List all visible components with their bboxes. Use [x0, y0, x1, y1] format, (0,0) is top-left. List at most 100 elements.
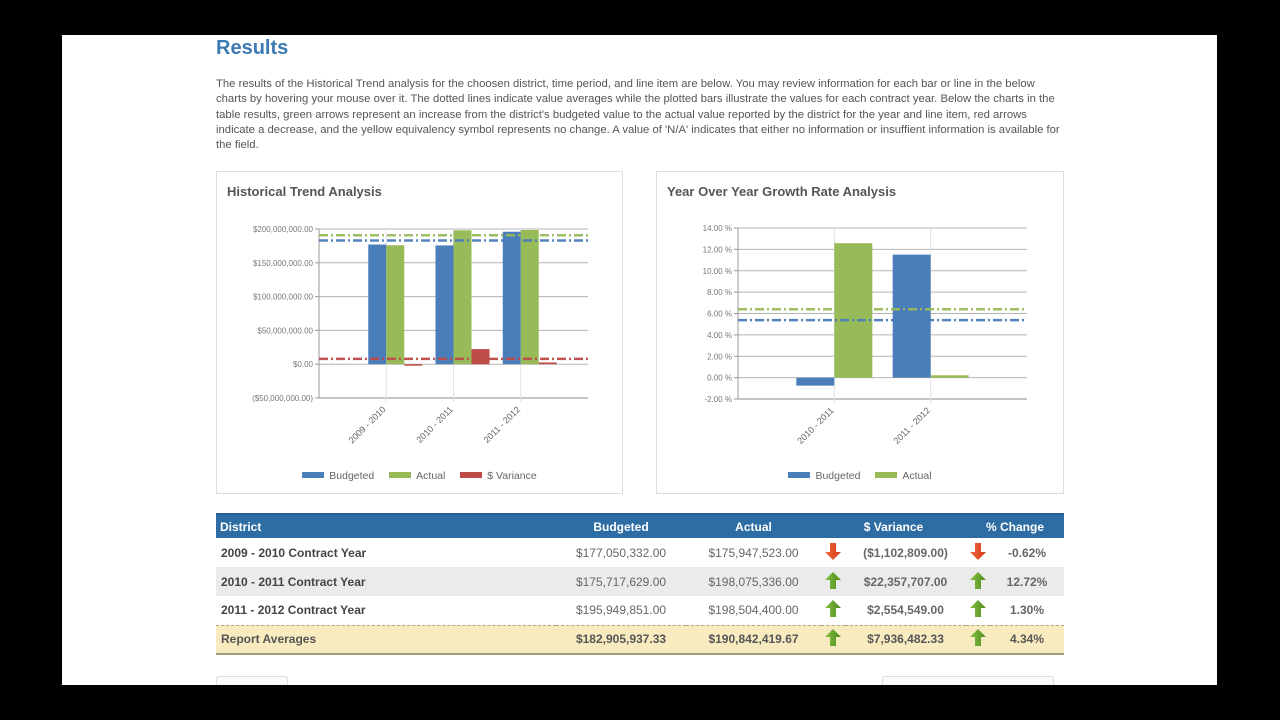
- svg-text:2010 - 2011: 2010 - 2011: [795, 405, 836, 446]
- arrow-up-icon: [825, 571, 841, 589]
- svg-text:$50,000,000.00: $50,000,000.00: [257, 326, 313, 335]
- intro-text: The results of the Historical Trend anal…: [216, 78, 1060, 152]
- page-title: Results: [216, 37, 289, 59]
- table-row: 2011 - 2012 Contract Year $195,949,851.00…: [216, 596, 1064, 625]
- arrow-up-icon: [970, 600, 986, 618]
- svg-text:($50,000,000.00): ($50,000,000.00): [252, 394, 313, 403]
- col-actual[interactable]: Actual: [686, 513, 821, 538]
- actual-cell: $190,842,419.67: [686, 624, 821, 655]
- svg-text:2011 - 2012: 2011 - 2012: [892, 405, 933, 446]
- change-cell: -0.62%: [1007, 545, 1047, 560]
- growth-rate-chart[interactable]: 14.00 % 12.00 % 10.00 % 8.00 % 6.00 % 4.00 % 2…: [657, 172, 1065, 495]
- table-row: 2009 - 2010 Contract Year $177,050,332.00…: [216, 538, 1064, 567]
- svg-text:-2.00 %: -2.00 %: [704, 395, 732, 404]
- variance-arrow: [821, 624, 845, 655]
- svg-text:$100,000,000.00: $100,000,000.00: [253, 293, 314, 302]
- historical-trend-chart[interactable]: $200,000,000.00 $150,000,000.00 $100,000,0…: [217, 172, 624, 495]
- col-variance[interactable]: $ Variance: [821, 513, 966, 538]
- col-change[interactable]: % Change: [966, 513, 1064, 538]
- variance-cell: $7,936,482.33: [845, 624, 966, 655]
- change-arrow: [966, 538, 990, 567]
- change-cell: 4.34%: [990, 624, 1064, 655]
- budgeted-cell: $195,949,851.00: [575, 603, 667, 618]
- budgeted-cell: $182,905,937.33: [556, 624, 686, 655]
- col-district[interactable]: District: [216, 513, 556, 538]
- legend-actual[interactable]: Actual: [389, 470, 445, 482]
- district-cell: 2010 - 2011 Contract Year: [216, 567, 556, 596]
- bar[interactable]: [435, 245, 454, 365]
- growth-rate-panel: Year Over Year Growth Rate Analysis 14.0…: [656, 171, 1064, 494]
- arrow-down-icon: [825, 542, 841, 560]
- svg-text:2.00 %: 2.00 %: [707, 352, 732, 361]
- svg-text:$200,000,000.00: $200,000,000.00: [253, 225, 314, 234]
- svg-text:2011 - 2012: 2011 - 2012: [482, 404, 523, 445]
- historical-trend-panel: Historical Trend Analysis $200,000,000.0…: [216, 171, 623, 494]
- arrow-up-icon: [825, 629, 841, 647]
- legend-label: Actual: [416, 470, 446, 482]
- bar[interactable]: [453, 230, 472, 365]
- change-cell: 1.30%: [1009, 603, 1045, 618]
- district-cell: Report Averages: [216, 624, 556, 655]
- historical-trend-legend: Budgeted Actual $ Variance: [217, 470, 622, 482]
- legend-label: $ Variance: [487, 470, 537, 482]
- svg-text:4.00 %: 4.00 %: [707, 331, 732, 340]
- arrow-down-icon: [970, 542, 986, 560]
- svg-text:8.00 %: 8.00 %: [707, 288, 732, 297]
- variance-arrow: [821, 596, 845, 625]
- svg-text:6.00 %: 6.00 %: [707, 310, 732, 319]
- variance-cell: $22,357,707.00: [845, 567, 966, 596]
- change-arrow: [966, 596, 990, 625]
- growth-rate-legend: Budgeted Actual: [657, 470, 1063, 482]
- table-header-row: District Budgeted Actual $ Variance % Ch…: [216, 513, 1064, 538]
- budgeted-swatch-icon: [302, 472, 325, 479]
- svg-text:$0.00: $0.00: [293, 360, 314, 369]
- bar[interactable]: [796, 377, 835, 386]
- legend-budgeted[interactable]: Budgeted: [302, 470, 374, 482]
- svg-text:14.00 %: 14.00 %: [703, 224, 732, 233]
- page: Results The results of the Historical Tr…: [62, 35, 1217, 685]
- actual-cell: $175,947,523.00: [708, 545, 799, 560]
- bar[interactable]: [368, 244, 387, 365]
- change-arrow: [966, 624, 990, 655]
- bar[interactable]: [520, 230, 539, 365]
- svg-text:12.00 %: 12.00 %: [703, 245, 732, 254]
- variance-arrow: [821, 567, 845, 596]
- budgeted-cell: $175,717,629.00: [556, 567, 686, 596]
- svg-text:$150,000,000.00: $150,000,000.00: [253, 259, 314, 268]
- district-cell: 2011 - 2012 Contract Year: [221, 603, 366, 618]
- change-cell: 12.72%: [990, 567, 1064, 596]
- bar[interactable]: [502, 231, 521, 365]
- bar[interactable]: [404, 364, 423, 366]
- variance-swatch-icon: [460, 472, 483, 479]
- actual-cell: $198,504,400.00: [708, 603, 799, 618]
- historical-trend-title: Historical Trend Analysis: [227, 184, 382, 199]
- table-row: 2010 - 2011 Contract Year $175,717,629.00…: [216, 567, 1064, 596]
- legend-budgeted[interactable]: Budgeted: [788, 470, 860, 482]
- district-cell: 2009 - 2010 Contract Year: [221, 545, 367, 560]
- svg-text:0.00 %: 0.00 %: [707, 374, 732, 383]
- bottom-left-button[interactable]: [216, 676, 288, 685]
- variance-arrow: [821, 538, 845, 567]
- arrow-up-icon: [970, 629, 986, 647]
- bar[interactable]: [538, 362, 557, 365]
- bar[interactable]: [471, 349, 490, 365]
- growth-rate-title: Year Over Year Growth Rate Analysis: [667, 184, 897, 199]
- bar[interactable]: [930, 375, 969, 378]
- svg-text:2010 - 2011: 2010 - 2011: [414, 404, 455, 445]
- legend-variance[interactable]: $ Variance: [460, 470, 537, 482]
- variance-cell: ($1,102,809.00): [863, 545, 948, 560]
- svg-text:10.00 %: 10.00 %: [703, 267, 732, 276]
- results-table: District Budgeted Actual $ Variance % Ch…: [216, 513, 1064, 655]
- col-budgeted[interactable]: Budgeted: [556, 513, 686, 538]
- legend-actual[interactable]: Actual: [875, 470, 932, 482]
- actual-cell: $198,075,336.00: [686, 567, 821, 596]
- bottom-right-button[interactable]: [882, 676, 1054, 685]
- averages-row: Report Averages $182,905,937.33 $190,842,4…: [216, 624, 1064, 655]
- legend-label: Budgeted: [329, 470, 375, 482]
- bar[interactable]: [386, 245, 405, 365]
- arrow-up-icon: [970, 571, 986, 589]
- bar[interactable]: [892, 254, 931, 378]
- budgeted-cell: $177,050,332.00: [575, 545, 667, 560]
- legend-label: Budgeted: [815, 470, 861, 482]
- actual-swatch-icon: [389, 472, 412, 479]
